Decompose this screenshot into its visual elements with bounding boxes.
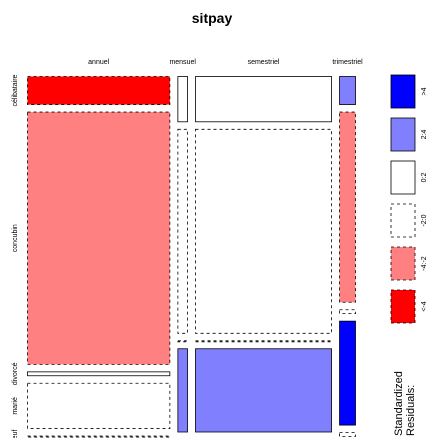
row-label-divorce: divorcé [12,362,19,385]
legend-swatch-3 [390,203,416,238]
legend-swatch-0 [390,74,416,109]
residuals-legend: >4 2:4 0:2 -2:0 -4:-2 <-4 Standardized Residual… [390,74,428,436]
row-label-celibataire: célibataire [12,74,19,106]
column-label-semestriel: semestriel [248,59,280,66]
tile-mensuel-divorce [177,340,188,343]
tile-trimestriel-marie [339,320,356,426]
tile-mensuel-concubin [177,128,188,334]
tile-trimestriel-divorce [339,309,356,315]
legend-title-line1: Standardized [393,371,405,436]
tile-semestriel-marie [195,348,332,433]
tile-annuel-veuf [27,435,171,438]
tile-trimestriel-celibataire [339,76,356,105]
legend-swatch-2 [390,160,416,195]
legend-title-line2: Residuals: [405,385,417,436]
row-label-marie: marié [12,397,19,415]
column-label-annuel: annuel [88,59,109,66]
tile-semestriel-concubin [195,128,332,334]
tile-semestriel-divorce [195,340,332,343]
legend-label-5: <-4 [421,301,428,311]
row-label-veuf: veuf [12,430,19,438]
chart-title: sitpay [192,10,233,26]
tile-annuel-divorce [27,371,171,377]
column-label-mensuel: mensuel [169,59,196,66]
legend-label-4: -4:-2 [421,256,428,271]
legend-label-1: 2:4 [421,130,428,140]
tile-annuel-celibataire [27,76,171,105]
legend-label-0: >4 [421,87,428,95]
mosaic-tiles [27,76,356,438]
legend-swatch-5 [390,289,416,324]
legend-swatch-4 [390,246,416,281]
row-label-concubin: concubin [12,224,19,252]
legend-swatch-1 [390,117,416,152]
column-label-trimestriel: trimestriel [332,59,363,66]
tile-trimestriel-concubin [339,111,356,303]
legend-label-3: -2:0 [421,214,428,226]
row-labels: célibataire concubin divorcé marié veuf [12,74,19,438]
legend-label-2: 0:2 [421,173,428,183]
tile-semestriel-celibataire [195,76,332,123]
tile-trimestriel-veuf [339,432,356,437]
tile-annuel-concubin [27,111,171,365]
column-labels: annuel mensuel semestriel trimestriel [88,59,363,66]
tile-mensuel-marie [177,348,188,433]
tile-mensuel-celibataire [177,76,188,123]
tile-annuel-marie [27,382,171,429]
